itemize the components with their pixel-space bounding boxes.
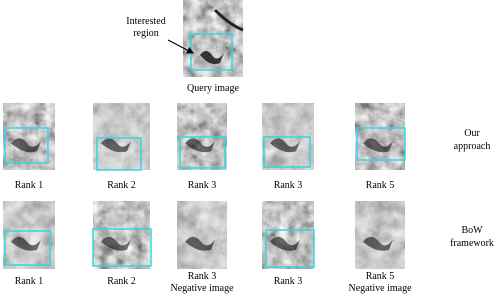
region-box [179, 136, 226, 169]
image-feature [101, 236, 131, 251]
region-box [4, 230, 51, 266]
region-box [96, 137, 142, 171]
image-feature [11, 236, 41, 251]
row-label: Our [464, 128, 480, 139]
image-feature [270, 138, 300, 153]
image-feature [185, 236, 215, 251]
region-box [356, 127, 406, 161]
annotation: Interested [126, 16, 165, 27]
image-feature [185, 138, 215, 153]
caption: Rank 3 [188, 271, 217, 282]
image [93, 201, 150, 269]
image [3, 201, 55, 269]
caption: Rank 2 [107, 180, 136, 191]
arrow [167, 39, 195, 54]
caption-note: Negative image [170, 283, 234, 294]
result-image [92, 201, 152, 269]
result-image [177, 201, 227, 269]
caption: Rank 2 [107, 276, 136, 287]
image [355, 103, 405, 170]
image-feature [11, 138, 41, 153]
result-image [355, 103, 406, 170]
caption: Rank 5 [366, 180, 395, 191]
result-image [262, 201, 315, 269]
caption: Rank 5 [366, 271, 395, 282]
result-image [3, 201, 55, 269]
image-feature [270, 236, 300, 251]
result-image [177, 103, 227, 170]
region-box [4, 127, 49, 164]
result-image [93, 103, 150, 171]
image [3, 103, 55, 170]
caption: Rank 3 [188, 180, 217, 191]
caption: Rank 3 [274, 180, 303, 191]
annotation: region [133, 28, 159, 39]
image-feature [363, 138, 393, 153]
region-box [263, 136, 311, 168]
row-label: framework [450, 238, 494, 249]
image-feature [101, 138, 131, 153]
result-image [262, 103, 314, 170]
row-label: approach [454, 141, 491, 152]
caption: Rank 1 [15, 276, 44, 287]
caption: Query image [187, 83, 239, 94]
result-image [3, 103, 55, 170]
region-box [92, 228, 152, 267]
image [177, 201, 227, 269]
image-feature [363, 236, 393, 251]
region-box [265, 229, 315, 268]
result-image [355, 201, 405, 269]
caption: Rank 3 [274, 276, 303, 287]
image [355, 201, 405, 269]
row-label: BoW [461, 225, 483, 236]
image [262, 201, 314, 269]
caption-note: Negative image [348, 283, 412, 294]
query-image [183, 0, 244, 77]
caption: Rank 1 [15, 180, 44, 191]
